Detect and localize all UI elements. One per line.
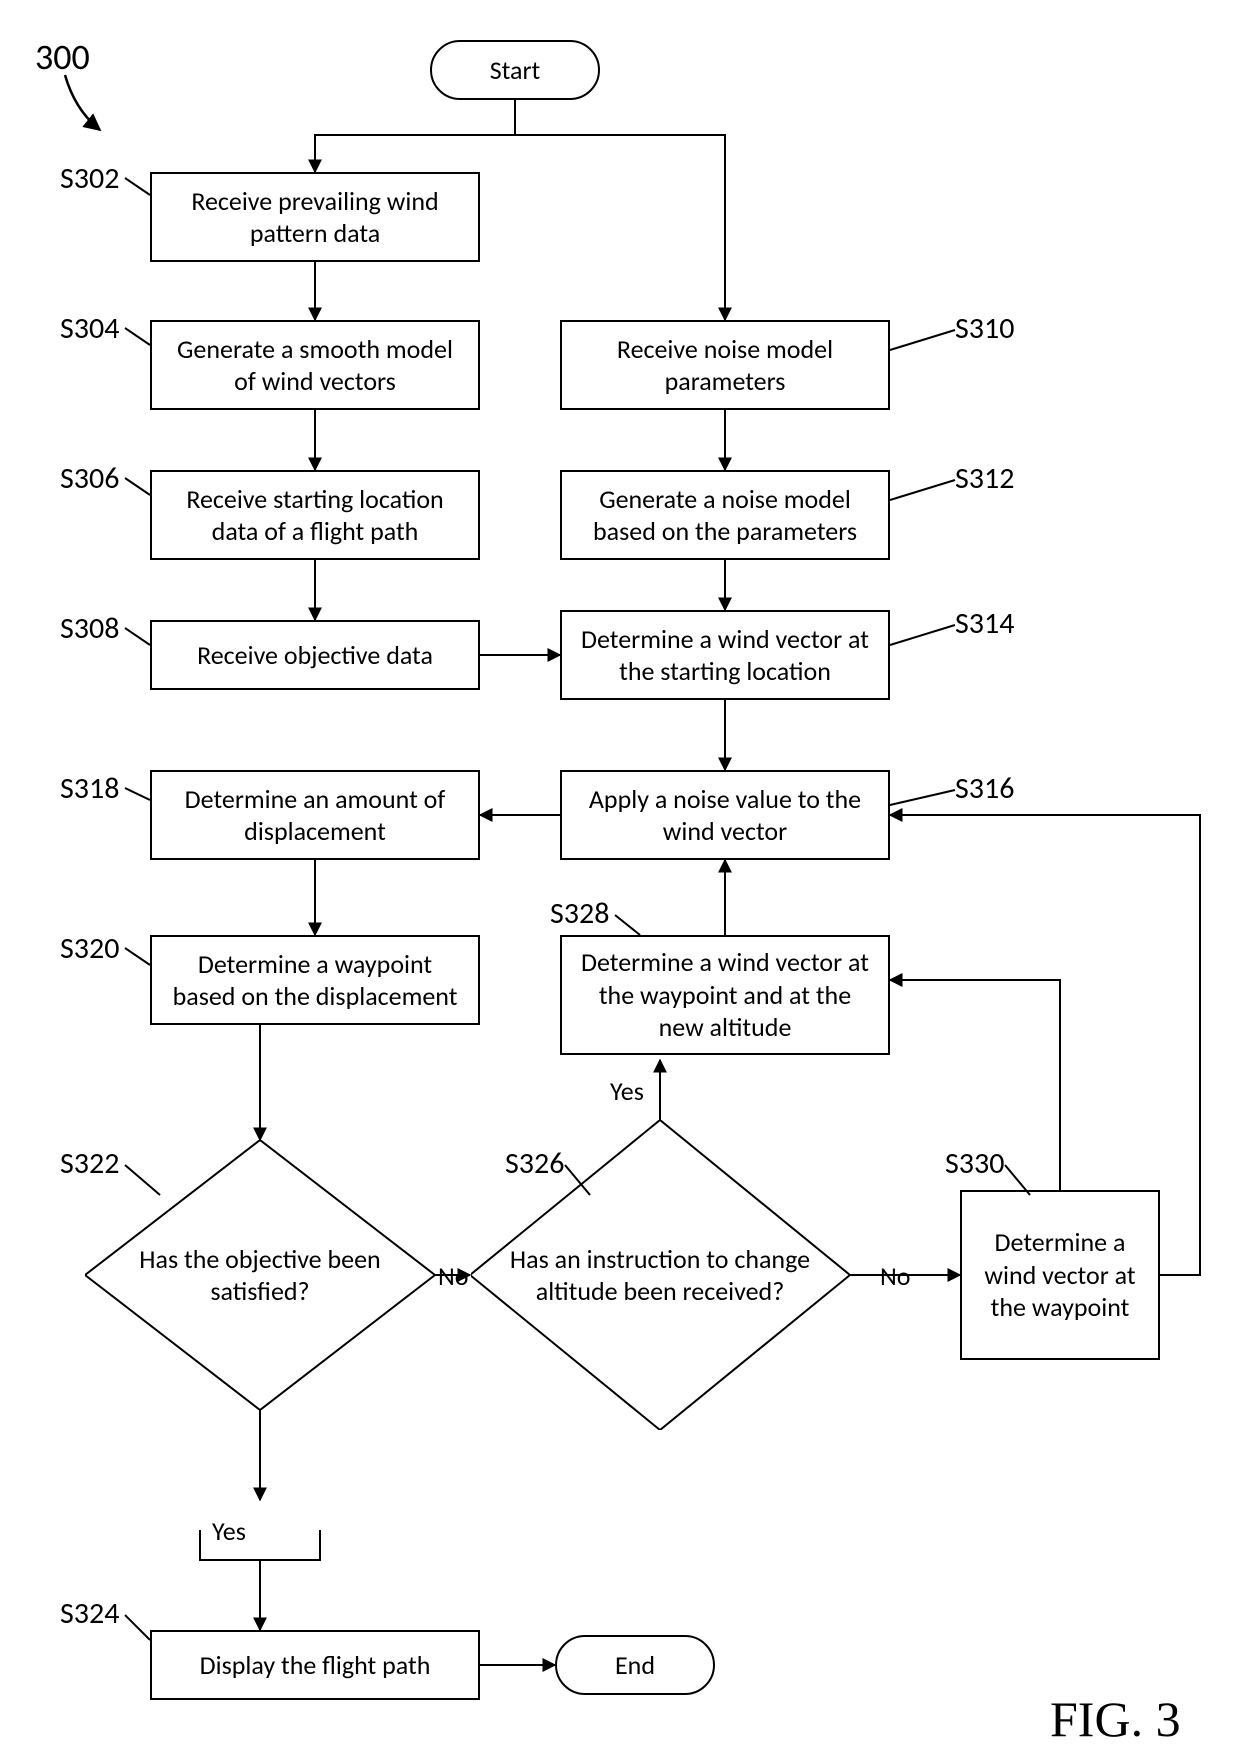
- ref-s322: S322: [60, 1145, 119, 1182]
- step-s308: Receive objective data: [150, 620, 480, 690]
- ref-s314: S314: [955, 605, 1014, 642]
- ref-s308: S308: [60, 610, 119, 647]
- step-s320: Determine a waypoint based on the displa…: [150, 935, 480, 1025]
- ref-s316: S316: [955, 770, 1014, 807]
- step-s316: Apply a noise value to the wind vector: [560, 770, 890, 860]
- step-s314: Determine a wind vector at the starting …: [560, 610, 890, 700]
- step-s302: Receive prevailing wind pattern data: [150, 172, 480, 262]
- edge-label-s322-yes: Yes: [210, 1515, 248, 1547]
- step-s324: Display the flight path: [150, 1630, 480, 1700]
- figure-label: FIG. 3: [1050, 1690, 1181, 1748]
- decision-s322: Has the objective been satisfied?: [85, 1140, 435, 1410]
- edge-label-s326-no: No: [878, 1260, 913, 1292]
- ref-s320: S320: [60, 930, 119, 967]
- edge-label-s322-no: No: [436, 1260, 471, 1292]
- edge-label-s326-yes: Yes: [608, 1075, 646, 1107]
- step-s312: Generate a noise model based on the para…: [560, 470, 890, 560]
- edges-layer: [0, 0, 1240, 1763]
- step-s330: Determine a wind vector at the waypoint: [960, 1190, 1160, 1360]
- step-s306: Receive starting location data of a flig…: [150, 470, 480, 560]
- ref-s318: S318: [60, 770, 119, 807]
- start-terminator: Start: [430, 40, 600, 100]
- step-s318: Determine an amount of displacement: [150, 770, 480, 860]
- end-terminator: End: [555, 1635, 715, 1695]
- ref-s312: S312: [955, 460, 1014, 497]
- step-s310: Receive noise model parameters: [560, 320, 890, 410]
- ref-s330: S330: [945, 1145, 1004, 1182]
- ref-s310: S310: [955, 310, 1014, 347]
- step-s328: Determine a wind vector at the waypoint …: [560, 935, 890, 1055]
- ref-s328: S328: [550, 895, 609, 932]
- figure-reference-number: 300: [35, 35, 90, 79]
- step-s304: Generate a smooth model of wind vectors: [150, 320, 480, 410]
- ref-s306: S306: [60, 460, 119, 497]
- ref-s324: S324: [60, 1595, 119, 1632]
- ref-s302: S302: [60, 160, 119, 197]
- ref-s304: S304: [60, 310, 119, 347]
- flowchart-canvas: 300 Start End Receive prevailing wind pa…: [0, 0, 1240, 1763]
- ref-s326: S326: [505, 1145, 564, 1182]
